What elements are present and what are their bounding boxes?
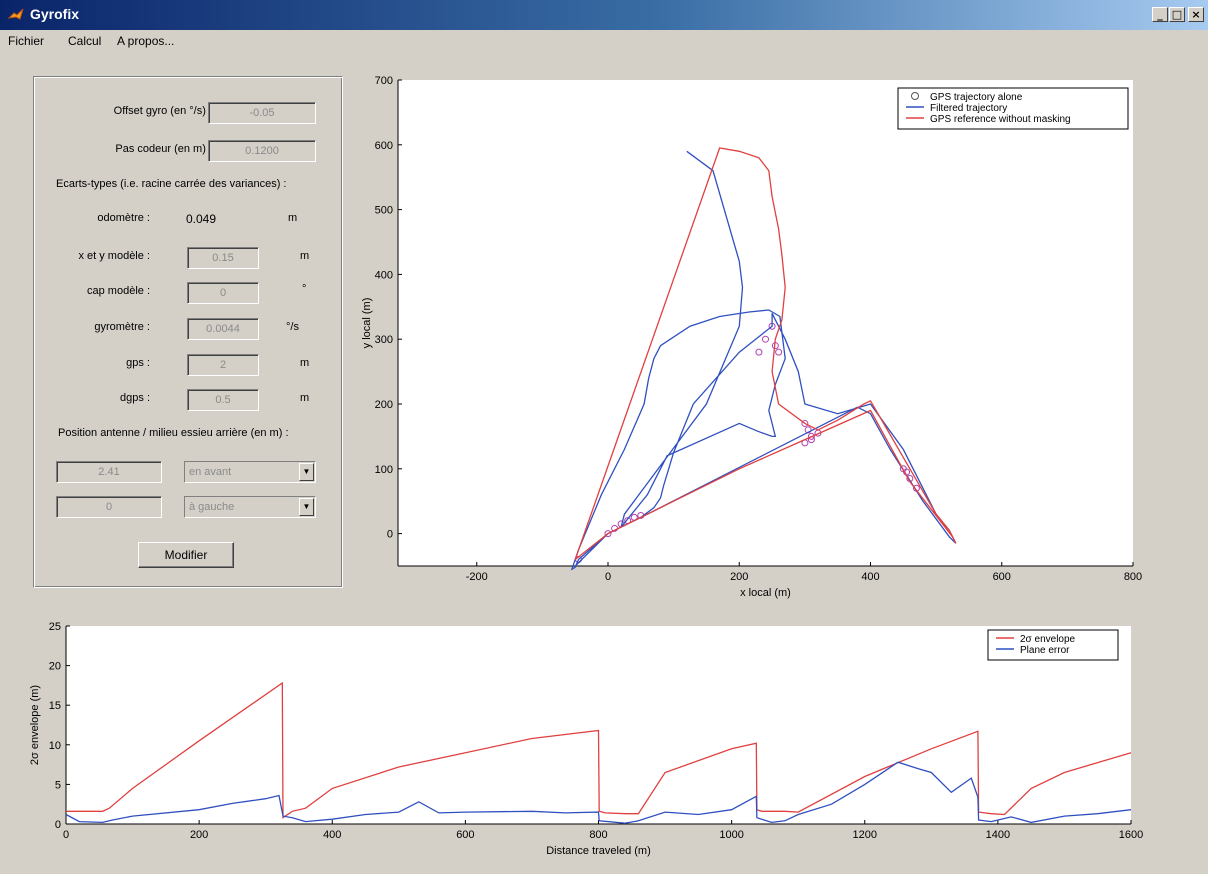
env-x-tick-label: 800 [589,829,607,841]
traj-series-line [570,150,957,571]
env-y-tick-label: 5 [55,779,61,791]
xy-model-label: x et y modèle : [78,250,150,262]
odometre-label: odomètre : [97,212,150,224]
pas-field[interactable]: 0.1200 [208,140,316,162]
traj-x-tick-label: 400 [861,571,879,583]
antenna-x-field[interactable]: 2.41 [56,461,162,483]
env-x-axis-label: Distance traveled (m) [546,845,651,857]
offset-field[interactable]: -0.05 [208,102,316,124]
traj-series-line [574,147,957,561]
gps-unit: m [300,357,310,369]
menu-fichier[interactable]: Fichier [8,34,45,48]
dgps-label: dgps : [120,392,150,404]
envelope-chart: 0 200 400 600 800 1000 1200 1400 1600 0 5 10 15 20 25 D… [29,621,1143,857]
env-legend [987,629,1119,661]
env-x-tick-label: 600 [456,829,474,841]
chevron-down-icon[interactable]: ▼ [299,498,314,516]
env-y-tick-label: 25 [49,621,61,633]
traj-y-tick-label: 200 [375,399,393,411]
ecarts-label: Ecarts-types (i.e. racine carrée des var… [56,178,287,190]
traj-series-point [604,530,612,538]
traj-plot-area [398,80,1133,566]
env-legend-label: 2σ envelope [1020,634,1076,645]
gyrometre-label: gyromètre : [94,321,150,333]
window-title: Gyrofix [30,6,80,22]
antenna-x-direction-value: en avant [189,466,232,478]
traj-legend-label: GPS reference without masking [930,114,1071,125]
chevron-down-icon[interactable]: ▼ [299,463,314,481]
env-series-line [65,761,1132,824]
env-x-tick-label: 1600 [1119,829,1143,841]
traj-legend-marker [911,92,919,100]
traj-y-tick-label: 0 [387,529,393,541]
gyrometre-field[interactable]: 0.0044 [187,318,259,340]
env-series-line [66,681,1132,819]
traj-x-tick-label: 600 [993,571,1011,583]
env-y-tick-label: 20 [49,661,61,673]
cap-model-field[interactable]: 0 [187,282,259,304]
minimize-button[interactable]: _ [1152,7,1168,22]
traj-x-tick-label: 0 [605,571,611,583]
modifier-button[interactable]: Modifier [138,542,234,568]
env-x-tick-label: 0 [63,829,69,841]
pas-label: Pas codeur (en m) : [115,143,212,155]
env-x-tick-label: 200 [190,829,208,841]
env-x-tick-label: 1000 [719,829,743,841]
antenna-y-field[interactable]: 0 [56,496,162,518]
env-x-tick-label: 1400 [986,829,1010,841]
dgps-field[interactable]: 0.5 [187,389,259,411]
traj-series-point [807,432,815,440]
dgps-unit: m [300,392,310,404]
traj-legend-label: GPS trajectory alone [930,92,1023,103]
gyrometre-unit: °/s [286,321,299,333]
traj-series-point [801,419,809,427]
traj-y-tick-label: 500 [375,205,393,217]
traj-series-point [775,348,783,356]
position-label: Position antenne / milieu essieu arrière… [58,427,289,439]
maximize-button[interactable]: □ [1169,7,1185,22]
env-y-axis-label: 2σ envelope (m) [29,685,41,765]
gps-label: gps : [126,357,150,369]
env-legend-label: Plane error [1020,645,1070,656]
parameters-panel: Offset gyro (en °/s) : -0.05 Pas codeur … [33,76,343,588]
traj-y-tick-label: 300 [375,334,393,346]
odometre-value: 0.049 [186,212,217,226]
env-y-tick-label: 0 [55,819,61,831]
traj-x-tick-label: 800 [1124,571,1142,583]
traj-legend [897,87,1129,130]
cap-model-label: cap modèle : [87,285,150,297]
cap-model-unit: ° [302,283,307,295]
env-x-tick-label: 1200 [853,829,877,841]
menu-calcul[interactable]: Calcul [68,34,102,48]
traj-y-tick-label: 400 [375,269,393,281]
antenna-x-direction-select[interactable]: en avant ▼ [184,461,316,483]
traj-y-tick-label: 600 [375,140,393,152]
menu-bar: Fichier Calcul A propos... [0,30,1208,54]
traj-x-tick-label: 200 [730,571,748,583]
xy-model-unit: m [300,250,310,262]
trajectory-chart: -200 0 200 400 600 800 0 100 200 300 400 500 600 700 x… [361,75,1142,599]
xy-model-field[interactable]: 0.15 [187,247,259,269]
traj-x-axis-label: x local (m) [740,587,791,599]
traj-series-point [755,348,763,356]
antenna-y-direction-select[interactable]: à gauche ▼ [184,496,316,518]
traj-series-point [762,335,769,343]
close-button[interactable]: × [1188,7,1204,22]
traj-legend-label: Filtered trajectory [930,103,1007,114]
offset-label: Offset gyro (en °/s) : [113,105,212,117]
gps-field[interactable]: 2 [187,354,259,376]
env-x-tick-label: 400 [323,829,341,841]
menu-a-propos[interactable]: A propos... [117,34,175,48]
traj-y-axis-label: y local (m) [361,298,373,349]
traj-y-tick-label: 100 [375,464,393,476]
traj-x-tick-label: -200 [466,571,488,583]
title-bar: Gyrofix _ □ × [0,0,1208,30]
antenna-y-direction-value: à gauche [189,501,235,513]
env-y-tick-label: 15 [49,700,61,712]
env-y-tick-label: 10 [49,740,61,752]
traj-y-tick-label: 700 [375,75,393,87]
matlab-icon [8,8,24,20]
odometre-unit: m [288,212,298,224]
